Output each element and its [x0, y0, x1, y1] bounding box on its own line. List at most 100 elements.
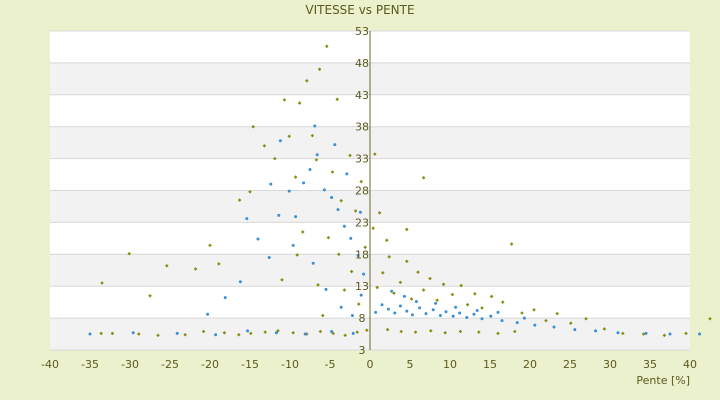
x-tick-label: -25	[161, 358, 179, 371]
x-tick-label: -20	[201, 358, 219, 371]
scatter-point	[303, 332, 307, 336]
scatter-point	[496, 331, 500, 336]
x-tick-label: -40	[41, 358, 59, 371]
scatter-point	[287, 189, 291, 193]
scatter-point	[532, 308, 536, 312]
scatter-point	[223, 296, 227, 300]
scatter-point	[428, 276, 432, 281]
scatter-point	[310, 133, 315, 138]
scatter-point	[441, 282, 446, 287]
scatter-point	[509, 242, 514, 246]
scatter-point	[444, 310, 448, 314]
scatter-point	[337, 252, 341, 257]
scatter-point	[410, 313, 414, 317]
scatter-point	[314, 158, 319, 162]
x-tick-label: -30	[121, 358, 139, 371]
scatter-point	[414, 300, 418, 304]
y-tick-label: 8	[359, 312, 366, 325]
scatter-point	[349, 269, 354, 274]
scatter-point	[256, 237, 260, 241]
scatter-point	[443, 330, 447, 335]
y-tick-label: 18	[355, 248, 369, 261]
scatter-point	[380, 303, 384, 307]
scatter-point	[353, 209, 358, 213]
scatter-point	[137, 332, 141, 336]
scatter-point	[237, 332, 241, 337]
scatter-point	[641, 332, 646, 336]
scatter-point	[291, 330, 295, 335]
scatter-point	[251, 124, 255, 129]
scatter-point	[416, 270, 420, 274]
scatter-point	[363, 245, 367, 250]
scatter-point	[175, 331, 179, 335]
scatter-point	[405, 227, 409, 232]
scatter-point	[330, 329, 334, 333]
scatter-point	[465, 302, 470, 307]
scatter-point	[573, 328, 577, 332]
scatter-point	[99, 331, 103, 336]
scatter-point	[698, 332, 702, 336]
scatter-point	[311, 261, 315, 265]
x-tick-label: 20	[523, 358, 537, 371]
scatter-point	[357, 302, 361, 306]
scatter-point	[489, 314, 493, 318]
scatter-point	[374, 310, 378, 314]
scatter-point	[684, 331, 688, 336]
scatter-point	[371, 226, 375, 230]
scatter-point	[131, 331, 135, 335]
scatter-point	[165, 263, 169, 268]
scatter-point	[342, 288, 347, 292]
x-tick-label: 0	[367, 358, 374, 371]
scatter-point	[385, 238, 389, 243]
scatter-point	[302, 181, 306, 185]
x-tick-label: 30	[603, 358, 617, 371]
scatter-point	[522, 316, 526, 320]
scatter-point	[345, 172, 349, 176]
scatter-point	[249, 331, 253, 336]
scatter-point	[342, 224, 346, 228]
scatter-point	[336, 208, 340, 212]
x-tick-label: 40	[683, 358, 697, 371]
scatter-point	[206, 312, 210, 316]
scatter-point	[110, 331, 115, 336]
scatter-point	[214, 333, 218, 337]
y-tick-label: 23	[355, 216, 369, 229]
scatter-point	[339, 305, 343, 309]
scatter-point	[330, 196, 334, 200]
scatter-point	[458, 311, 462, 315]
scatter-point	[375, 285, 379, 290]
scatter-point	[222, 330, 227, 335]
scatter-point	[472, 312, 476, 316]
scatter-point	[544, 318, 548, 323]
scatter-point	[237, 198, 242, 202]
scatter-point	[305, 78, 309, 83]
data-points	[88, 44, 712, 338]
scatter-point	[308, 167, 312, 171]
scatter-point	[386, 307, 390, 311]
scatter-point	[387, 255, 391, 259]
scatter-point	[326, 235, 331, 240]
scatter-point	[248, 189, 252, 194]
scatter-point	[621, 331, 625, 336]
x-tick-label: 35	[643, 358, 657, 371]
scatter-point	[350, 314, 354, 318]
scatter-point	[276, 329, 280, 333]
scatter-point	[451, 314, 455, 318]
scatter-point	[127, 251, 131, 256]
scatter-point	[418, 306, 422, 310]
scatter-point	[552, 325, 556, 329]
scatter-point	[294, 215, 298, 219]
scatter-point	[88, 332, 92, 336]
scatter-point	[644, 331, 648, 335]
scatter-point	[315, 153, 319, 157]
scatter-point	[282, 98, 287, 102]
scatter-point	[262, 144, 267, 148]
scatter-point	[405, 309, 409, 313]
scatter-point	[435, 298, 439, 303]
x-tick-label: -15	[241, 358, 259, 371]
y-tick-label: 33	[355, 153, 369, 166]
scatter-point	[358, 210, 362, 214]
scatter-point	[496, 310, 500, 314]
scatter-point	[480, 317, 484, 321]
